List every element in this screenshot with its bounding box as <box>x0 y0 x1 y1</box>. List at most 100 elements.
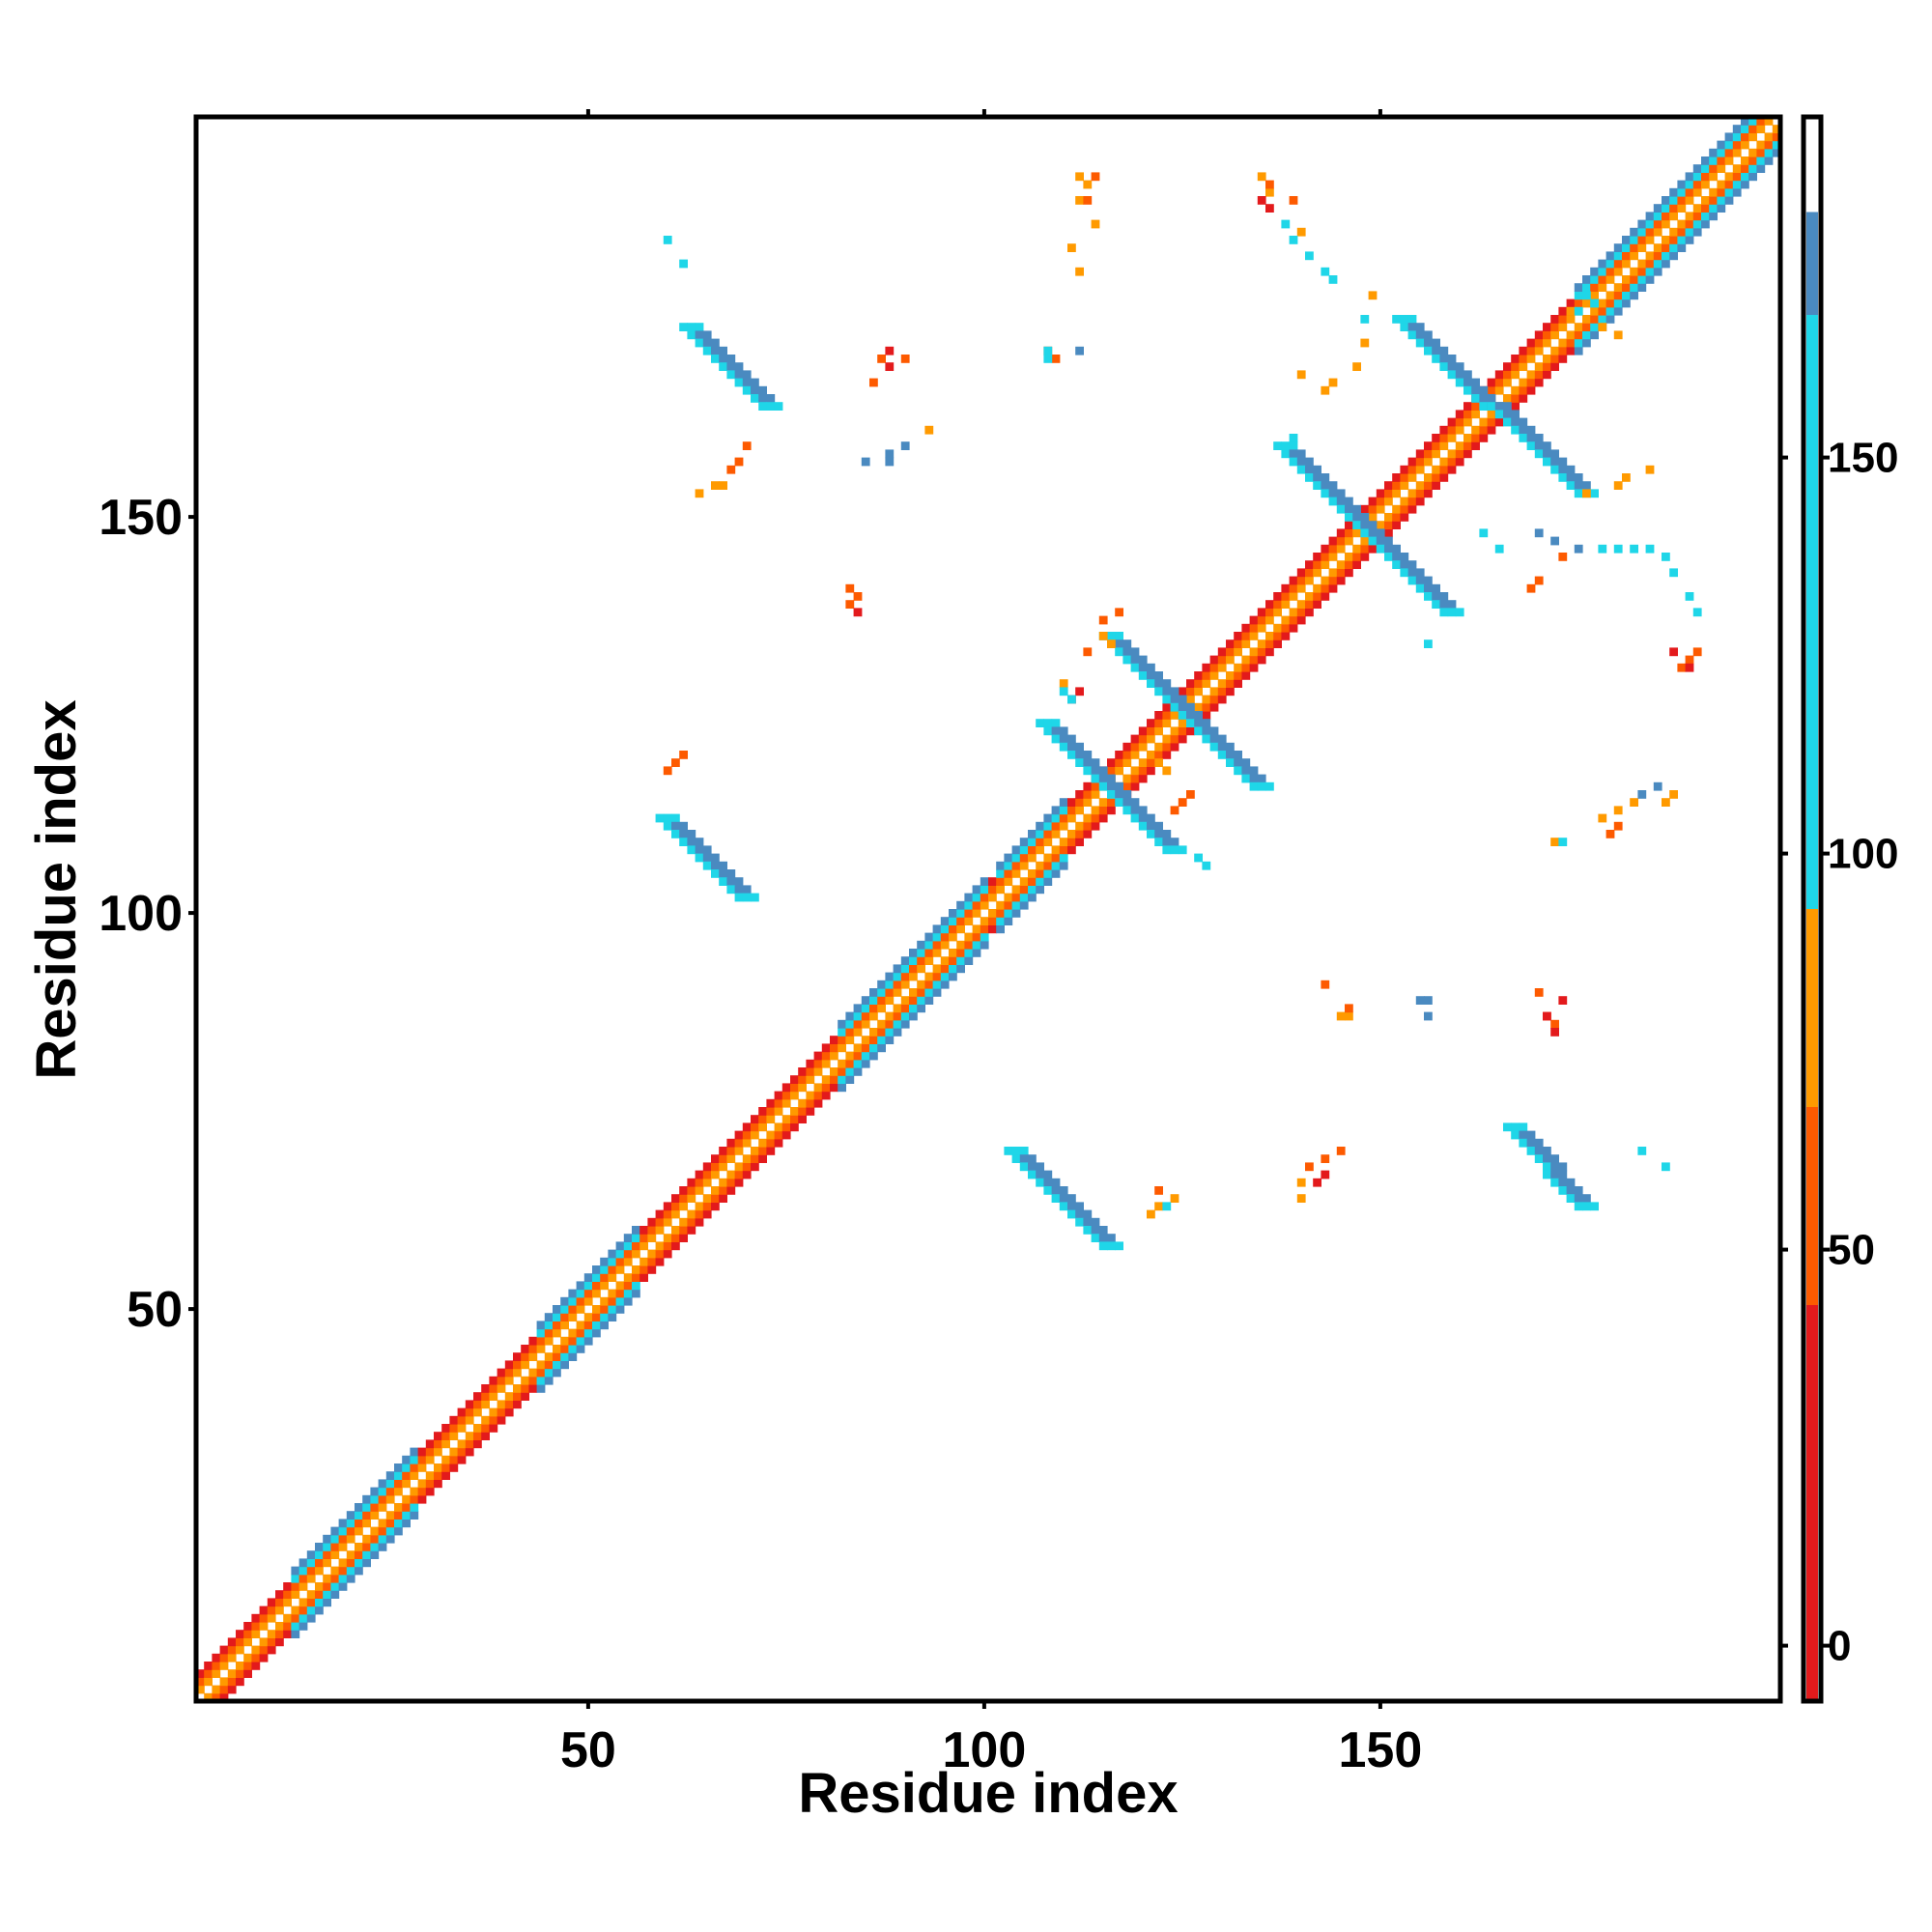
contact-cell <box>576 1328 585 1338</box>
contact-cell <box>719 861 727 870</box>
contact-cell <box>1479 385 1489 395</box>
contact-cell <box>1202 702 1211 712</box>
contact-cell <box>893 972 902 981</box>
contact-cell <box>1051 861 1061 870</box>
contact-cell <box>726 1186 736 1195</box>
contact-cell <box>536 1368 546 1378</box>
contact-cell <box>917 988 925 997</box>
contact-cell <box>1186 679 1195 688</box>
contact-cell <box>1162 711 1172 720</box>
contact-cell <box>861 1036 870 1044</box>
contact-cell <box>702 1194 712 1203</box>
contact-cell <box>1543 330 1551 340</box>
contact-cell <box>1630 275 1638 284</box>
contact-cell <box>553 1345 561 1353</box>
contact-cell <box>1004 877 1013 886</box>
contact-cell <box>1400 504 1409 514</box>
contact-cell <box>695 330 704 340</box>
contact-cell <box>949 972 957 981</box>
contact-cell <box>1511 362 1520 371</box>
contact-cell <box>1487 385 1496 395</box>
contact-cell <box>1653 219 1662 229</box>
contact-cell <box>275 1637 284 1647</box>
contact-cell <box>1526 346 1536 355</box>
contact-cell <box>1432 481 1440 490</box>
contact-cell <box>1519 394 1528 403</box>
contact-cell <box>1241 623 1251 633</box>
contact-cell <box>1249 774 1259 783</box>
contact-cell <box>1613 259 1623 269</box>
contact-cell <box>964 909 974 918</box>
contact-cell <box>719 346 727 355</box>
contact-cell <box>1091 790 1100 799</box>
contact-cell <box>1209 734 1219 744</box>
contact-cell <box>909 1011 918 1021</box>
contact-cell <box>1748 172 1757 182</box>
contact-cell <box>949 956 957 965</box>
contact-cell <box>212 1653 221 1662</box>
contact-cell <box>1036 861 1044 870</box>
heatmap-cells <box>196 117 1781 1702</box>
contact-cell <box>1503 362 1512 371</box>
contact-cell <box>1526 425 1536 435</box>
contact-cell <box>806 1091 815 1100</box>
contact-cell <box>1407 323 1417 331</box>
contact-cell <box>291 1622 300 1631</box>
contact-cell <box>1122 742 1132 752</box>
contact-cell <box>1234 663 1242 672</box>
contact-cell <box>1645 212 1655 221</box>
contact-cell <box>1098 781 1108 791</box>
contact-cell <box>679 1234 688 1242</box>
contact-cell <box>1019 885 1029 895</box>
contact-cell <box>972 940 981 950</box>
colorbar-band <box>1806 212 1818 315</box>
contact-cell <box>346 1550 355 1559</box>
contact-cell <box>449 1463 459 1472</box>
contact-cell <box>1289 236 1298 244</box>
contact-cell <box>671 1226 680 1235</box>
contact-cell <box>1257 623 1266 633</box>
contact-cell <box>1043 838 1053 846</box>
x-tick-label: 150 <box>1339 1722 1423 1778</box>
contact-cell <box>1368 497 1378 506</box>
contact-cell <box>1091 1234 1100 1242</box>
contact-cell <box>869 988 878 997</box>
contact-cell <box>560 1313 569 1321</box>
contact-cell <box>726 1147 736 1155</box>
contact-cell <box>798 1098 807 1108</box>
contact-cell <box>1692 204 1702 213</box>
contact-cell <box>1321 553 1330 561</box>
contact-cell <box>1534 1147 1544 1155</box>
contact-cell <box>1479 402 1489 411</box>
contact-cell <box>1519 385 1528 395</box>
contact-cell <box>1543 323 1551 331</box>
contact-cell <box>1178 798 1187 807</box>
contact-cell <box>1582 330 1591 340</box>
contact-cell <box>1487 417 1496 427</box>
contact-cell <box>1550 536 1559 546</box>
contact-cell <box>1011 1147 1021 1155</box>
contact-cell <box>790 1075 799 1084</box>
contact-cell <box>417 1463 427 1472</box>
contact-cell <box>1424 489 1433 498</box>
contact-cell <box>1463 449 1472 459</box>
contact-cell <box>568 1328 578 1338</box>
x-axis-label: Residue index <box>798 1762 1178 1825</box>
contact-cell <box>1170 687 1179 696</box>
contact-cell <box>1305 1162 1314 1172</box>
contact-cell <box>1566 306 1576 316</box>
contact-cell <box>291 1613 300 1623</box>
contact-cell <box>1083 758 1093 767</box>
contact-cell <box>1487 410 1496 419</box>
contact-cell <box>1352 528 1361 538</box>
contact-cell <box>1439 425 1449 435</box>
contact-cell <box>504 1400 514 1409</box>
contact-cell <box>1447 465 1457 474</box>
contact-cell <box>742 1130 752 1140</box>
contact-cell <box>845 1059 855 1068</box>
contact-cell <box>1138 663 1148 672</box>
contact-cell <box>695 1186 704 1195</box>
contact-cell <box>259 1622 269 1631</box>
contact-cell <box>227 1685 237 1694</box>
